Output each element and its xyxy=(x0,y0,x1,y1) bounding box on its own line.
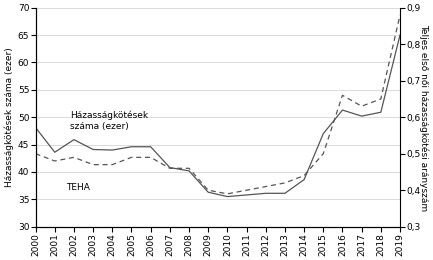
Y-axis label: Házasságkötések száma (ezer): Házasságkötések száma (ezer) xyxy=(4,47,14,187)
Y-axis label: Teljes első női házasságkötési arányszám: Teljes első női házasságkötési arányszám xyxy=(419,24,429,211)
Text: Házasságkötések
száma (ezer): Házasságkötések száma (ezer) xyxy=(70,111,148,131)
Text: TEHA: TEHA xyxy=(66,183,90,192)
